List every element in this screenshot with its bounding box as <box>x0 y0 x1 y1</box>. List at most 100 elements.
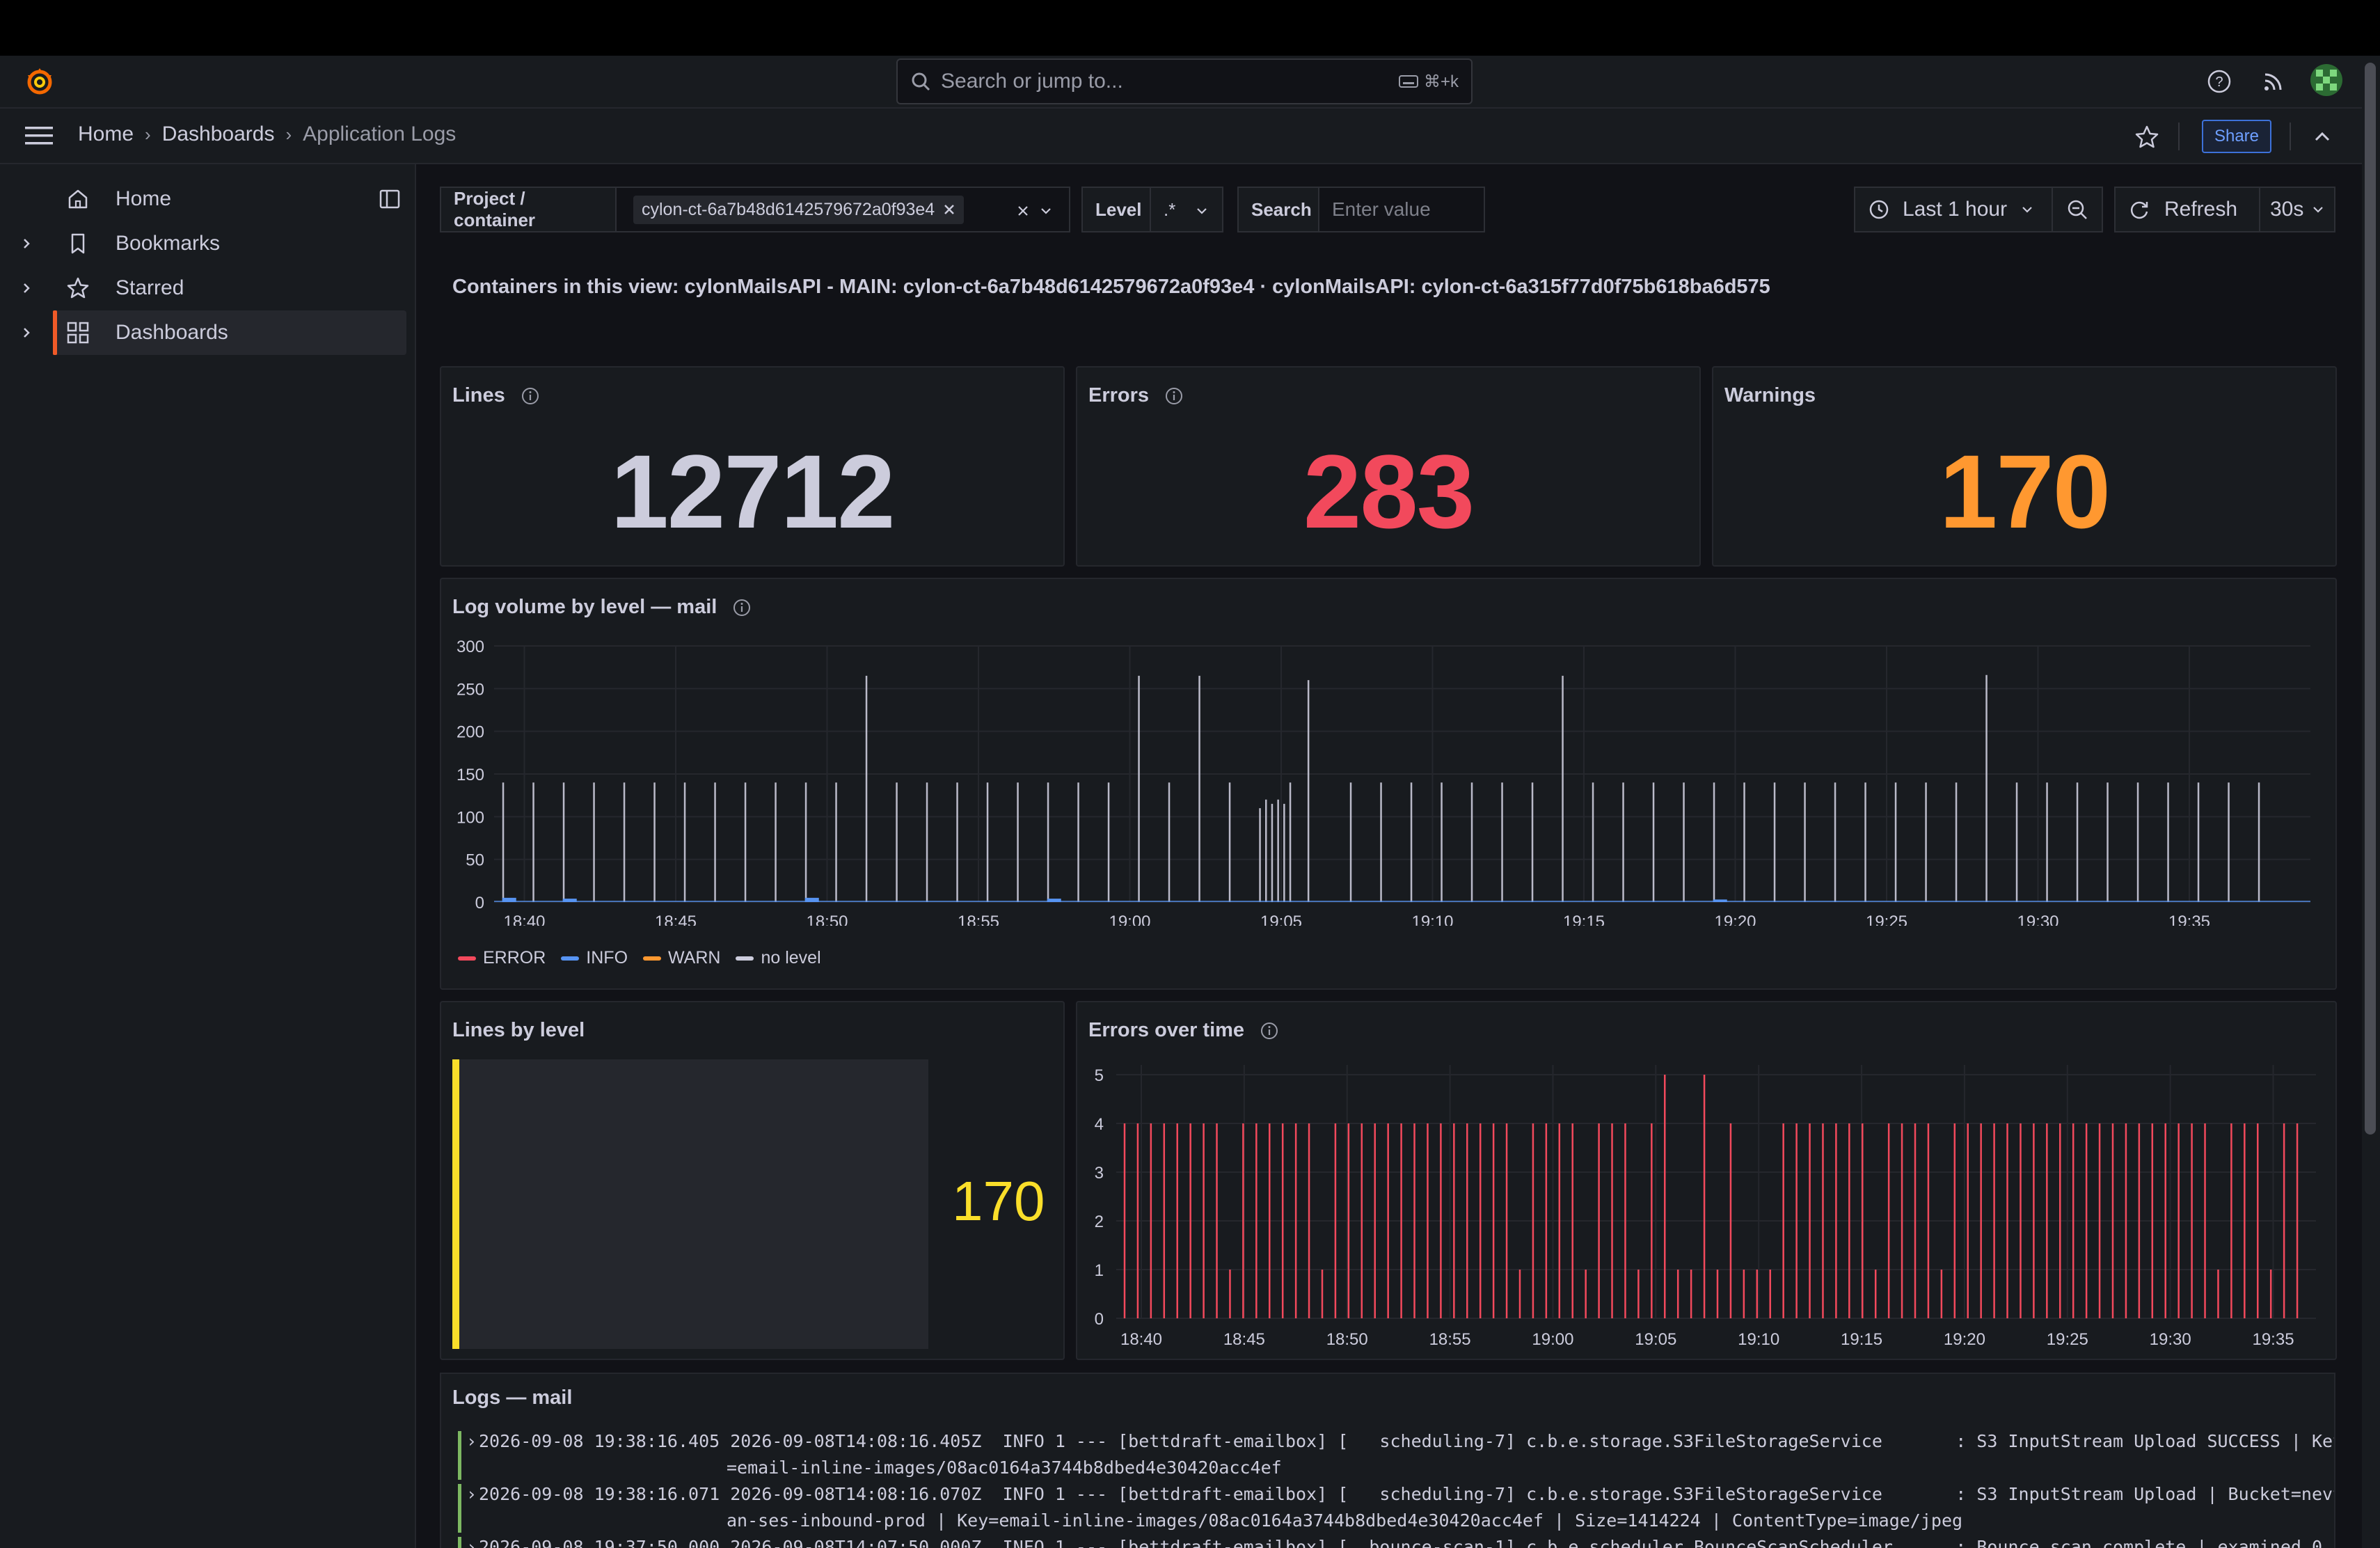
errors-stat-panel: Errors 283 <box>1076 366 1701 567</box>
search-variable-label: Search <box>1237 187 1319 232</box>
expand-log-icon[interactable]: › <box>466 1484 477 1504</box>
refresh-interval-picker[interactable]: 30s <box>2259 187 2335 232</box>
project-value-text: cylon-ct-6a7b48d6142579672a0f93e4 <box>642 199 935 219</box>
x-tick-label: 19:15 <box>1563 913 1605 926</box>
log-volume-chart[interactable]: 0 50 100 150 200 250 300 18:40 18:45 18:50 18:55 19… <box>440 626 2337 926</box>
project-variable-select[interactable]: cylon-ct-6a7b48d6142579672a0f93e4 <box>615 187 1070 232</box>
containers-banner: Containers in this view: cylonMailsAPI -… <box>452 276 1770 298</box>
lines-stat-panel: Lines 12712 <box>440 366 1065 567</box>
sidebar-item-label: Starred <box>116 276 184 299</box>
x-tick-label: 18:40 <box>1120 1330 1162 1349</box>
lines-stat-value: 12712 <box>610 433 895 550</box>
info-icon[interactable] <box>521 386 540 406</box>
dashboards-grid-icon <box>67 322 89 344</box>
log-volume-legend: ERROR INFO WARN no level <box>458 948 821 968</box>
legend-item-warn[interactable]: WARN <box>643 948 720 968</box>
info-icon[interactable] <box>1164 386 1184 406</box>
page-scrollbar[interactable] <box>2362 56 2380 1548</box>
errors-stat-value: 283 <box>1303 433 1475 550</box>
refresh-interval-value: 30s <box>2270 198 2304 221</box>
bar-gauge-track <box>452 1059 928 1349</box>
search-shortcut: ⌘+k <box>1423 72 1459 91</box>
breadcrumb-current-page: Application Logs <box>303 123 457 145</box>
chevron-down-icon[interactable] <box>1194 203 1209 219</box>
grafana-logo-icon[interactable] <box>24 65 56 97</box>
x-tick-label: 18:55 <box>1429 1330 1471 1349</box>
news-feed-icon[interactable] <box>2260 68 2287 95</box>
legend-item-info[interactable]: INFO <box>561 948 628 968</box>
time-range-picker[interactable]: Last 1 hour <box>1854 187 2053 232</box>
legend-swatch <box>561 956 580 961</box>
time-range-label: Last 1 hour <box>1903 198 2008 221</box>
sidebar-item-home[interactable]: Home <box>53 177 406 221</box>
chevron-right-icon[interactable] <box>18 235 35 252</box>
x-tick-label: 19:35 <box>2168 913 2210 926</box>
y-tick-label: 0 <box>1095 1310 1104 1329</box>
info-icon[interactable] <box>732 598 752 617</box>
legend-label: ERROR <box>483 948 546 968</box>
y-tick-label: 0 <box>475 894 484 913</box>
share-button[interactable]: Share <box>2202 120 2271 153</box>
sidebar-item-label: Bookmarks <box>116 232 221 255</box>
panel-title: Log volume by level — mail <box>452 596 752 619</box>
log-level-bar <box>458 1537 461 1548</box>
x-tick-label: 19:25 <box>1866 913 1907 926</box>
info-bar <box>804 897 819 902</box>
log-row[interactable]: › 2026-09-08 19:38:16.071 2026-09-08T14:… <box>458 1481 2334 1534</box>
y-tick-label: 300 <box>457 638 484 656</box>
legend-item-error[interactable]: ERROR <box>458 948 546 968</box>
legend-item-no-level[interactable]: no level <box>736 948 821 968</box>
search-variable-placeholder: Enter value <box>1332 198 1431 220</box>
scrollbar-thumb[interactable] <box>2365 63 2376 1135</box>
sidebar-item-starred[interactable]: Starred <box>53 266 406 310</box>
search-bar[interactable]: Search or jump to... ⌘+k <box>896 58 1473 104</box>
info-icon[interactable] <box>1260 1021 1279 1041</box>
x-tick-label: 19:20 <box>1944 1330 1985 1349</box>
expand-log-icon[interactable]: › <box>466 1537 477 1548</box>
errors-over-time-chart[interactable]: 0 1 2 3 4 5 18:40 18:45 18:50 18:55 19:00 19:05 19:1… <box>1076 1051 2337 1360</box>
refresh-button[interactable]: Refresh <box>2114 187 2260 232</box>
chevron-up-icon[interactable] <box>2310 125 2334 149</box>
search-variable-input[interactable]: Enter value <box>1318 187 1485 232</box>
clear-icon[interactable] <box>1016 204 1030 218</box>
log-line: 2026-09-08 19:38:16.405 2026-09-08T14:08… <box>479 1431 2335 1451</box>
zoom-out-button[interactable] <box>2052 187 2103 232</box>
user-avatar[interactable] <box>2310 64 2342 96</box>
sidebar-item-dashboards[interactable]: Dashboards <box>53 310 406 355</box>
project-value-chip[interactable]: cylon-ct-6a7b48d6142579672a0f93e4 <box>633 195 965 224</box>
x-tick-label: 19:05 <box>1260 913 1302 926</box>
panel-title: Logs — mail <box>452 1387 572 1409</box>
chevron-right-icon[interactable] <box>18 324 35 341</box>
x-tick-label: 19:05 <box>1635 1330 1676 1349</box>
chevron-down-icon[interactable] <box>1038 203 1054 219</box>
y-tick-label: 4 <box>1095 1115 1104 1134</box>
expand-log-icon[interactable]: › <box>466 1431 477 1451</box>
breadcrumb-dashboards[interactable]: Dashboards <box>161 123 275 145</box>
remove-chip-icon[interactable] <box>943 203 955 216</box>
panel-title: Lines <box>452 384 540 407</box>
errors-over-time-title: Errors over time <box>1088 1019 1245 1041</box>
menu-icon[interactable] <box>25 125 53 146</box>
chevron-right-icon[interactable] <box>18 280 35 297</box>
log-row[interactable]: › 2026-09-08 19:38:16.405 2026-09-08T14:… <box>458 1428 2335 1481</box>
y-tick-label: 2 <box>1095 1213 1104 1231</box>
dock-menu-icon[interactable] <box>379 188 401 210</box>
sidebar-item-label: Home <box>116 187 172 210</box>
chevron-down-icon <box>2313 207 2324 213</box>
log-row[interactable]: › 2026-09-08 19:37:50.000 2026-09-08T14:… <box>458 1534 2335 1548</box>
sidebar-item-bookmarks[interactable]: Bookmarks <box>53 221 406 266</box>
log-line: 2026-09-08 19:37:50.000 2026-09-08T14:07… <box>479 1537 2335 1548</box>
bookmark-icon <box>71 233 85 254</box>
avatar-pattern-icon <box>2316 70 2337 90</box>
level-variable-select[interactable]: .* <box>1150 187 1223 232</box>
legend-swatch <box>458 956 476 961</box>
log-level-bar <box>458 1484 461 1533</box>
warnings-title: Warnings <box>1724 384 1816 406</box>
breadcrumb-home[interactable]: Home <box>78 123 134 145</box>
star-icon <box>67 277 89 299</box>
clock-icon <box>1869 200 1889 219</box>
breadcrumb-bar <box>0 109 2380 164</box>
star-dashboard-icon[interactable] <box>2134 124 2160 150</box>
level-variable-label: Level <box>1081 187 1151 232</box>
help-icon[interactable]: ? <box>2206 68 2232 95</box>
